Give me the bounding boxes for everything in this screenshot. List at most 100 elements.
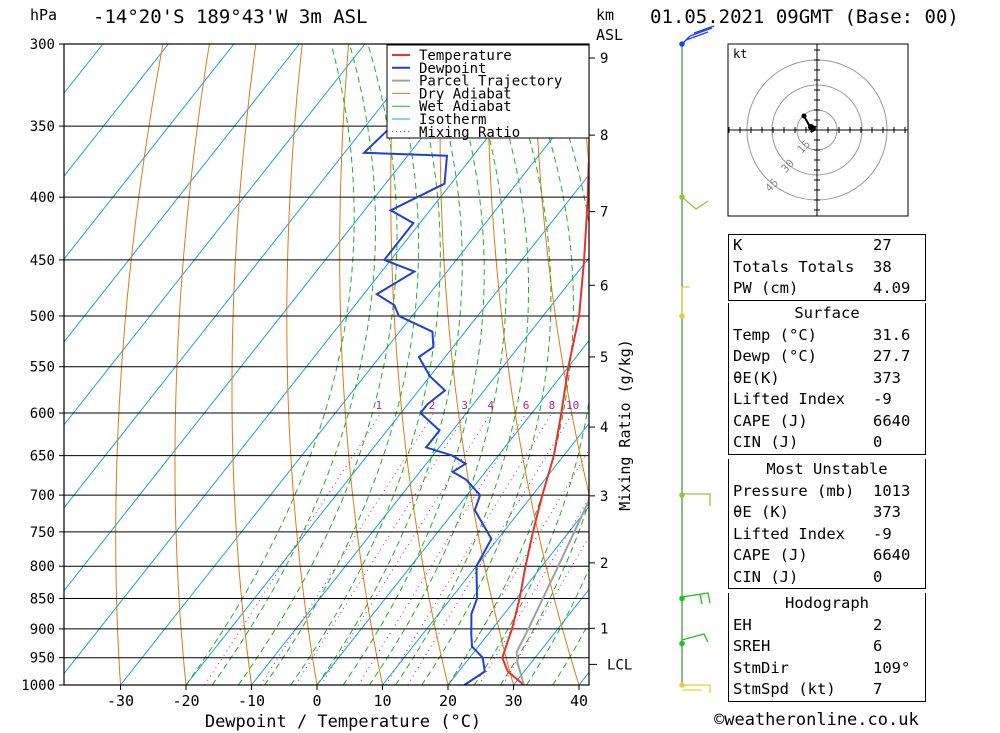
pressure-tick-label: 1000: [21, 678, 55, 694]
mixing-ratio-label: 8: [549, 399, 556, 412]
height-tick-label: 4: [600, 420, 608, 436]
isotherm-line: [64, 44, 300, 343]
temp-tick-label: 30: [504, 692, 522, 710]
temp-tick-label: 10: [373, 692, 391, 710]
pressure-tick-label: 700: [30, 488, 55, 504]
wet-adiabat-line: [185, 44, 355, 685]
hodograph-point: [808, 124, 814, 130]
temp-tick-label: -30: [107, 692, 134, 710]
wind-barb: [681, 633, 709, 643]
wind-barb-dot: [679, 313, 685, 319]
pressure-tick-label: 300: [30, 37, 55, 53]
surface-label: CIN (J): [733, 433, 799, 451]
hodo-table-label: StmDir: [733, 658, 789, 677]
wind-barb: [682, 493, 711, 506]
mixing-ratio-label: 20: [633, 399, 646, 412]
legend-box: [386, 44, 590, 139]
surface-label: CAPE (J): [733, 411, 808, 430]
pressure-tick-label: 500: [30, 309, 55, 325]
wind-barb: [682, 684, 711, 693]
hodo-table-value: 7: [873, 680, 883, 698]
wet-adiabat-line: [368, 44, 507, 685]
hodo-table-label: StmSpd (kt): [733, 680, 836, 698]
isotherm-line: [120, 91, 589, 685]
wind-profile: [679, 25, 715, 693]
legend-label: Parcel Trajectory: [419, 74, 562, 90]
pressure-tick-label: 400: [30, 190, 55, 206]
wind-barb-dot: [679, 194, 685, 200]
mixing-ratio-label: 6: [523, 399, 530, 412]
wind-barb: [681, 286, 690, 315]
mixing-ratio-line: [385, 412, 553, 685]
isotherm-line: [64, 44, 235, 260]
temp-tick-label: 20: [439, 692, 457, 710]
isotherm-line: [64, 44, 497, 592]
pressure-tick-label: 350: [30, 119, 55, 135]
mixing-ratio-label: 1: [376, 399, 383, 412]
surface-value: 31.6: [873, 325, 911, 344]
hodo-table-value: 2: [873, 615, 883, 634]
height-tick-label: 1: [600, 621, 608, 637]
pressure-tick-label: 600: [30, 406, 55, 422]
mixing-ratio-label: 4: [488, 399, 495, 412]
height-unit-sub-label: ASL: [596, 26, 623, 44]
isotherm-line: [251, 256, 589, 685]
surface-row: Lifted Index -9: [729, 389, 925, 411]
indices-row: Totals Totals 38: [729, 257, 925, 279]
most-unstable-row: θE (K) 373: [729, 502, 925, 524]
hodo-table-row: SREH 6: [729, 636, 925, 658]
most-unstable-row: CIN (J) 0: [729, 567, 925, 589]
surface-value: 6640: [873, 411, 911, 430]
indices-label: K: [733, 236, 743, 254]
pressure-tick-label: 550: [30, 360, 55, 376]
surface-title: Surface: [794, 304, 860, 322]
indices-value: 4.09: [873, 279, 911, 297]
hodograph-point: [801, 113, 807, 119]
mixing-ratio-line: [295, 412, 468, 685]
surface-value: 27.7: [873, 347, 911, 365]
surface-value: -9: [873, 390, 892, 408]
height-tick-label: 8: [600, 128, 608, 144]
indices-table: K 27 Totals Totals 38 PW (cm) 4.09: [728, 234, 926, 301]
hodo-table-label: EH: [733, 615, 752, 634]
height-tick-label: 6: [600, 278, 608, 294]
legend-label: Temperature: [419, 48, 512, 64]
pressure-tick-label: 450: [30, 253, 55, 269]
temperature-series: [501, 160, 589, 685]
surface-value: 0: [873, 433, 883, 451]
pressure-unit-label: hPa: [30, 6, 57, 24]
location-title: -14°20'S 189°43'W 3m ASL: [93, 6, 368, 28]
isotherm-line: [316, 339, 589, 685]
most-unstable-label: Lifted Index: [733, 524, 845, 543]
surface-label: Dewp (°C): [733, 347, 817, 365]
indices-label: PW (cm): [733, 279, 799, 297]
most-unstable-label: CAPE (J): [733, 546, 808, 564]
most-unstable-row: CAPE (J) 6640: [729, 545, 925, 567]
surface-row: Dewp (°C) 27.7: [729, 346, 925, 368]
mixing-ratio-axis-label: Mixing Ratio (g/kg): [616, 339, 634, 511]
hodograph-table-title: Hodograph: [785, 594, 869, 612]
temp-tick-label: 40: [570, 692, 588, 710]
hodo-table-row: EH 2: [729, 615, 925, 637]
most-unstable-value: -9: [873, 524, 892, 543]
wind-barb: [681, 25, 715, 45]
dry-adiabat-line: [286, 44, 318, 685]
surface-table: Surface Temp (°C) 31.6 Dewp (°C) 27.7 θE(K) 3…: [728, 303, 926, 455]
indices-value: 27: [873, 236, 892, 254]
lcl-label: LCL: [607, 657, 632, 673]
wind-barb-dot: [679, 640, 685, 647]
pressure-tick-label: 850: [30, 591, 55, 607]
hodo-table-value: 109°: [873, 658, 911, 677]
surface-row: Temp (°C) 31.6: [729, 325, 925, 347]
isotherm-line: [64, 44, 562, 675]
height-tick-label: 7: [600, 205, 608, 221]
surface-row: CIN (J) 0: [729, 432, 925, 454]
most-unstable-table: Most Unstable Pressure (mb) 1013 θE (K) 373…: [728, 459, 926, 589]
credit-text: ©weatheronline.co.uk: [714, 710, 919, 730]
legend-label: Dry Adiabat: [419, 86, 512, 102]
surface-row: CAPE (J) 6640: [729, 411, 925, 433]
height-tick-label: 3: [600, 489, 608, 505]
surface-value: 373: [873, 368, 901, 387]
hodo-table-row: StmSpd (kt) 7: [729, 679, 925, 701]
